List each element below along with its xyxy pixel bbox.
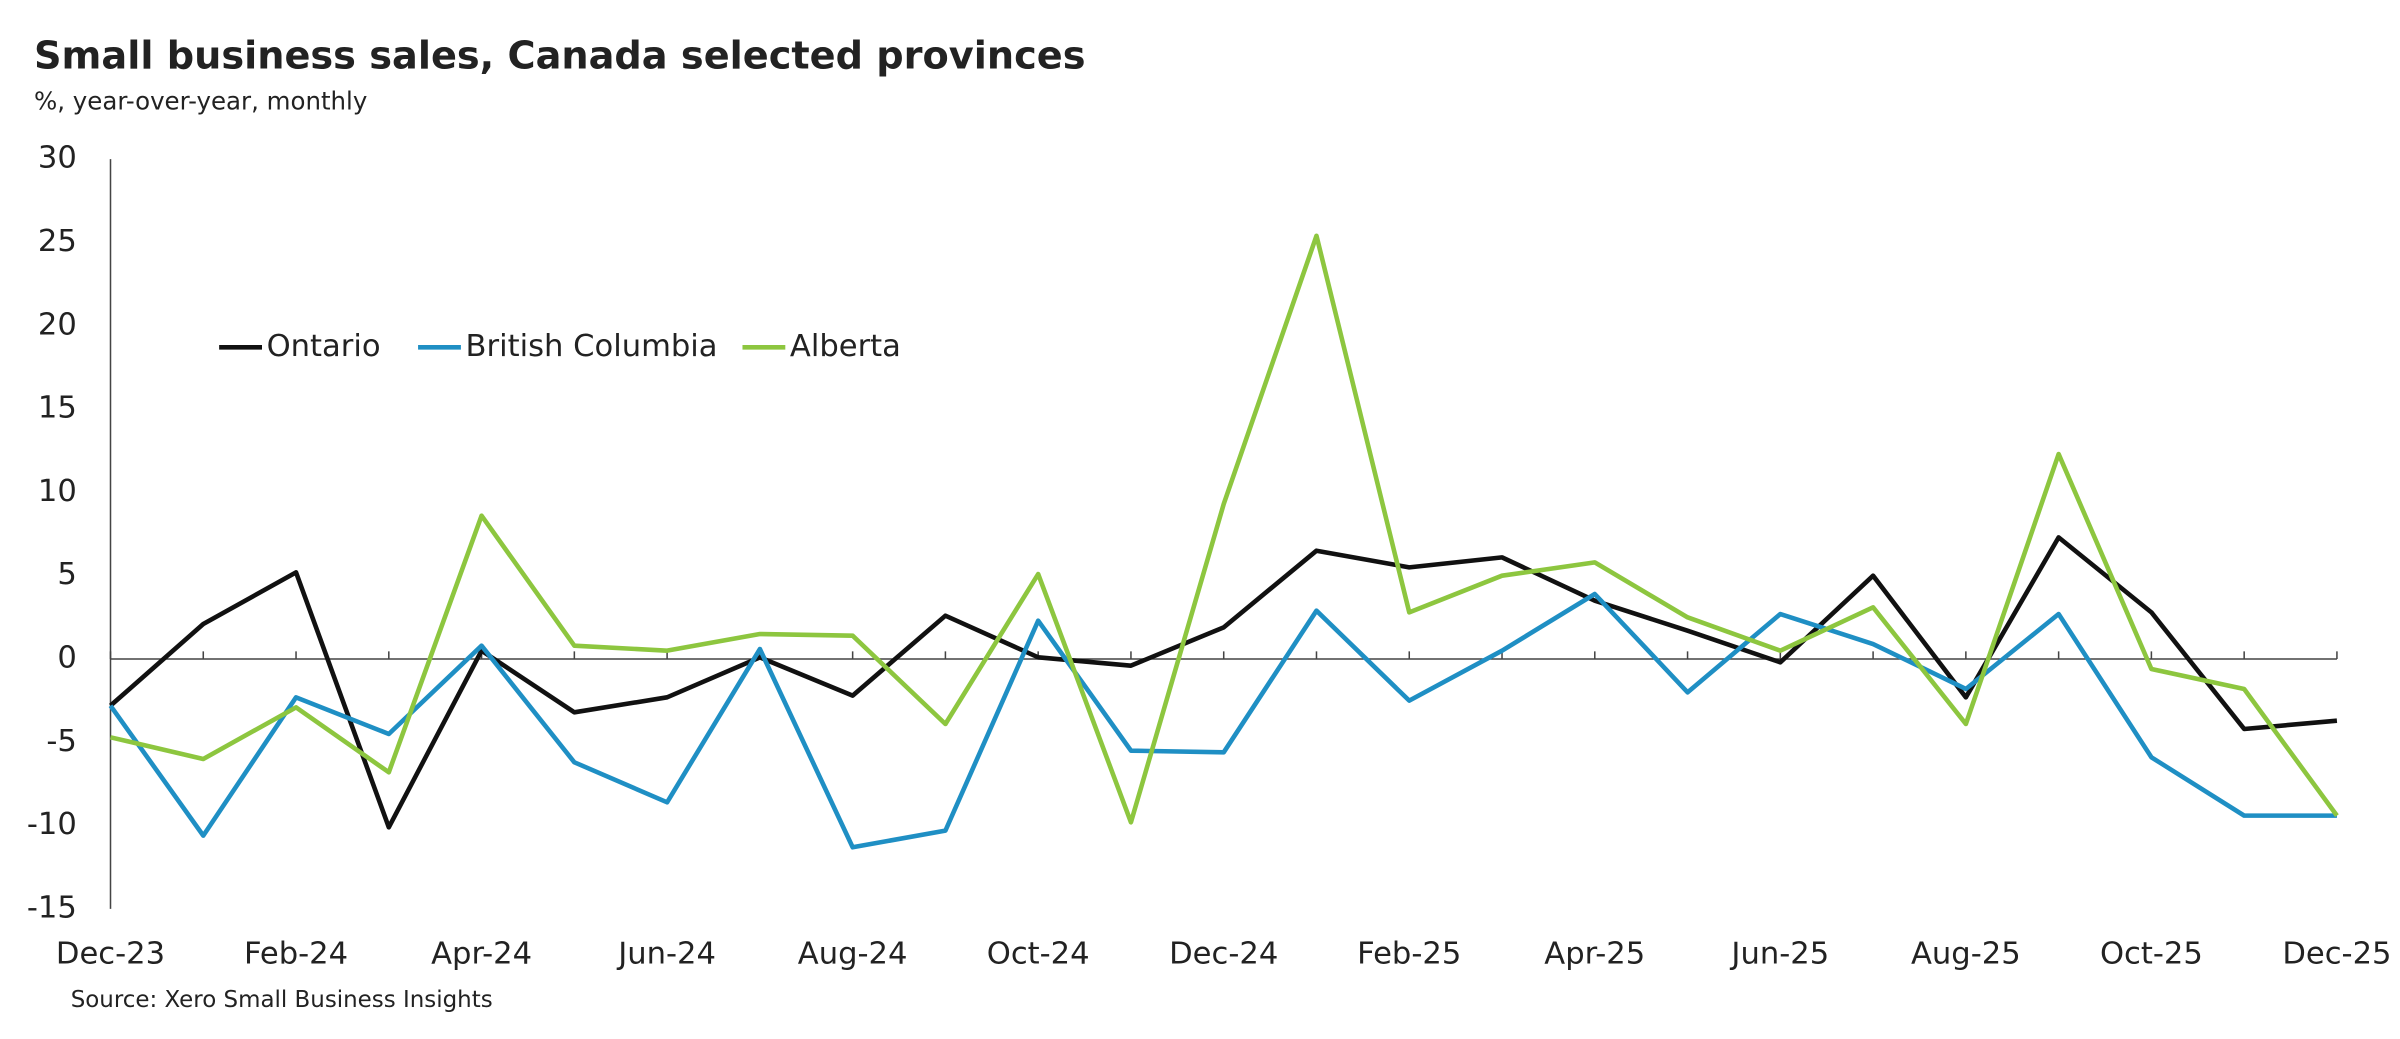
legend-label: Ontario	[267, 329, 381, 364]
y-tick-label: 30	[38, 141, 77, 176]
legend-label: British Columbia	[466, 329, 718, 364]
y-tick-label: 15	[38, 391, 77, 426]
series-line	[108, 591, 2337, 850]
x-tick-label: Dec-25	[2282, 936, 2391, 971]
y-tick-label: 10	[38, 474, 77, 509]
series-line	[108, 535, 2338, 830]
x-tick-label: Dec-24	[1169, 936, 1278, 971]
chart-subtitle: %, year-over-year, monthly	[34, 87, 367, 116]
series-line	[109, 233, 2339, 825]
y-tick-label: -15	[27, 890, 77, 925]
y-tick-label: 5	[57, 557, 76, 592]
y-tick-label: 25	[38, 224, 77, 259]
y-tick-label: -10	[27, 807, 77, 842]
x-tick-label: Aug-25	[1911, 936, 2021, 971]
chart-title: Small business sales, Canada selected pr…	[34, 34, 1085, 79]
x-tick-label: Oct-24	[987, 936, 1090, 971]
x-tick-label: Feb-25	[1357, 936, 1461, 971]
x-tick-label: Oct-25	[2100, 936, 2203, 971]
source-note: Source: Xero Small Business Insights	[71, 987, 493, 1013]
x-tick-label: Feb-24	[244, 936, 348, 971]
legend-label: Alberta	[790, 329, 901, 364]
y-tick-label: 0	[57, 641, 76, 676]
y-tick-label: 20	[38, 307, 77, 342]
x-tick-label: Aug-24	[798, 936, 908, 971]
x-tick-label: Apr-24	[431, 936, 532, 971]
x-tick-label: Jun-25	[1729, 936, 1829, 971]
x-tick-label: Dec-23	[56, 936, 165, 971]
x-tick-label: Apr-25	[1544, 936, 1645, 971]
x-tick-label: Jun-24	[616, 936, 716, 971]
y-tick-label: -5	[46, 724, 77, 759]
